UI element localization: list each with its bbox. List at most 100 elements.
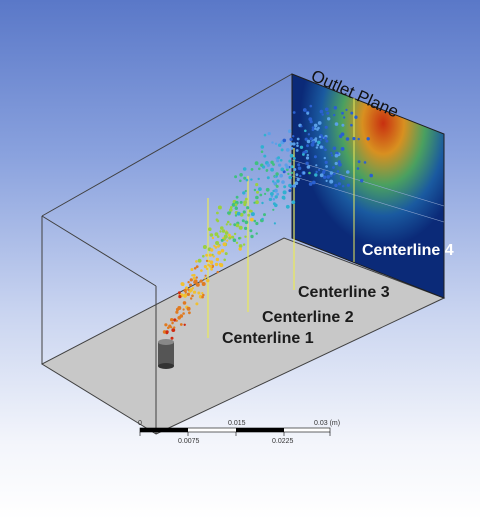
particle	[311, 126, 315, 129]
particle	[190, 268, 194, 271]
particle	[215, 241, 220, 245]
particle	[234, 203, 238, 206]
particle	[248, 209, 252, 213]
particle	[296, 137, 300, 141]
particle	[299, 174, 302, 178]
particle	[306, 112, 310, 115]
particle	[288, 129, 292, 133]
particle	[350, 111, 354, 115]
particle	[272, 208, 275, 211]
particle	[267, 132, 271, 136]
scale-bar	[139, 427, 331, 436]
particle	[273, 222, 276, 225]
particle	[184, 286, 189, 290]
particle	[200, 269, 203, 272]
particle	[229, 223, 232, 226]
particle	[260, 150, 264, 153]
particle	[324, 160, 328, 164]
particle	[249, 229, 253, 233]
particle	[332, 166, 335, 169]
particle	[341, 111, 344, 115]
particle	[199, 279, 203, 283]
particle	[271, 141, 274, 144]
particle	[273, 181, 277, 186]
particle	[195, 282, 200, 287]
particle	[316, 143, 320, 147]
particle	[235, 241, 239, 244]
particle	[346, 170, 350, 174]
particle	[334, 183, 338, 188]
particle	[262, 165, 266, 169]
particle	[171, 322, 174, 325]
particle	[220, 238, 224, 242]
particle	[234, 206, 238, 210]
particle	[195, 260, 198, 263]
particle	[186, 292, 190, 296]
particle	[288, 189, 292, 193]
particle	[318, 135, 322, 139]
particle	[332, 146, 337, 151]
particle	[233, 223, 237, 227]
particle	[337, 160, 341, 164]
particle	[213, 244, 216, 247]
particle	[307, 133, 311, 136]
particle	[295, 149, 299, 152]
particle	[205, 253, 209, 257]
particle	[201, 292, 204, 295]
particle	[207, 263, 210, 267]
particle	[325, 139, 329, 143]
particle	[170, 336, 174, 340]
particle	[302, 171, 306, 175]
particle	[314, 127, 317, 130]
particle	[253, 219, 257, 223]
particle	[210, 248, 214, 252]
particle	[324, 148, 327, 152]
particle	[231, 235, 235, 239]
particle	[296, 142, 299, 145]
particle	[352, 137, 356, 141]
particle	[191, 294, 194, 298]
particle	[244, 189, 247, 193]
particle	[223, 258, 226, 262]
centerline-1-label: Centerline 1	[222, 330, 314, 347]
particle	[334, 161, 338, 166]
particle	[369, 173, 374, 178]
particle	[265, 187, 270, 192]
particle	[268, 197, 273, 202]
particle	[315, 164, 318, 167]
particle	[192, 290, 197, 294]
particle	[195, 276, 198, 279]
particle	[175, 319, 178, 322]
particle	[321, 171, 326, 175]
particle	[292, 142, 296, 146]
particle	[243, 176, 247, 180]
particle	[319, 173, 324, 178]
particle	[162, 330, 167, 334]
particle	[236, 211, 241, 216]
particle	[289, 142, 293, 146]
particle	[324, 125, 328, 129]
particle	[308, 117, 313, 121]
particle	[209, 233, 214, 237]
particle	[291, 200, 296, 205]
particle	[229, 211, 232, 214]
injector-nozzle	[158, 339, 174, 369]
particle	[296, 144, 299, 147]
particle	[263, 154, 267, 158]
particle	[306, 139, 311, 144]
particle	[230, 206, 233, 209]
particle	[302, 108, 307, 112]
particle	[288, 159, 292, 163]
particle	[225, 223, 228, 226]
particle	[345, 108, 348, 111]
particle	[234, 214, 238, 217]
particle	[173, 318, 177, 322]
particle	[239, 179, 242, 183]
particle	[179, 314, 184, 318]
particle	[290, 171, 293, 175]
particle	[193, 267, 197, 270]
particle	[175, 310, 179, 314]
particle	[232, 238, 237, 242]
